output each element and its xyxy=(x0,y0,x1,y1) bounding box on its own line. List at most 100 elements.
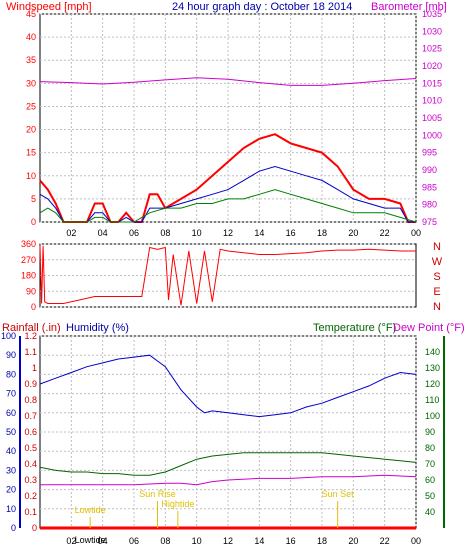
y-tick-label: 40 xyxy=(6,446,16,456)
y2-tick-label: 985 xyxy=(422,182,437,192)
y2-tick-label: 0.9 xyxy=(24,379,37,389)
x-tick-label: 20 xyxy=(348,536,358,546)
y2-tick-label: 1035 xyxy=(422,9,442,19)
y-tick-label: 5 xyxy=(31,194,36,204)
x-tick-label: 08 xyxy=(160,536,170,546)
x-tick-label: 06 xyxy=(129,228,139,238)
event-label: Sun Set xyxy=(322,489,355,499)
y2-tick-label: 0.2 xyxy=(24,491,37,501)
y-tick-label: 180 xyxy=(21,271,36,281)
y-tick-label: 30 xyxy=(26,78,36,88)
y-tick-label: 60 xyxy=(6,408,16,418)
right-tick-label: 60 xyxy=(425,475,435,485)
gust-series xyxy=(39,133,416,223)
x-tick-label: 18 xyxy=(317,228,327,238)
y-tick-label: 0 xyxy=(31,302,36,312)
x-tick-label: 16 xyxy=(286,536,296,546)
y2-tick-label: 1015 xyxy=(422,78,442,88)
y-tick-label: 45 xyxy=(26,9,36,19)
x-tick-label: 02 xyxy=(66,536,76,546)
y2-tick-label: 0.6 xyxy=(24,427,37,437)
right-tick-label: 120 xyxy=(425,379,440,389)
y2-tick-label: 1000 xyxy=(422,130,442,140)
barometer-axis-label: Barometer [mb] xyxy=(371,1,447,13)
y-tick-label: 270 xyxy=(21,255,36,265)
y2-tick-label: 1.2 xyxy=(24,331,37,341)
y-tick-label: 35 xyxy=(26,55,36,65)
y2-tick-label: 1010 xyxy=(422,96,442,106)
y2-tick-label: 1025 xyxy=(422,44,442,54)
y2-tick-label: 0.7 xyxy=(24,411,37,421)
event-label: Sun Rise xyxy=(139,489,176,499)
y2-tick-label: 995 xyxy=(422,148,437,158)
y2-tick-label: 0.4 xyxy=(24,459,37,469)
x-tick-label: 22 xyxy=(380,228,390,238)
humidity-series xyxy=(39,354,417,418)
x-tick-label: 18 xyxy=(317,536,327,546)
x-tick-label: 10 xyxy=(192,536,202,546)
right-tick-label: 100 xyxy=(425,411,440,421)
y2-tick-label: 990 xyxy=(422,165,437,175)
humidity-axis-label: Humidity (%) xyxy=(66,322,129,334)
y-tick-label: 30 xyxy=(6,465,16,475)
compass-label: N xyxy=(433,241,441,253)
temperature-series xyxy=(39,452,417,476)
y2-tick-label: 1 xyxy=(32,363,37,373)
x-tick-label: 02 xyxy=(66,228,76,238)
y2-tick-label: 0 xyxy=(32,523,37,533)
barometer-series xyxy=(39,77,417,86)
humidity-temperature-panel: 0 10 20 30 40 50 60 70 80 90 100 0 0.1 0.2 0.3 0.4 0.5 0.… xyxy=(1,331,445,546)
y2-tick-label: 1005 xyxy=(422,113,442,123)
x-tick-label: 14 xyxy=(254,536,264,546)
y-tick-label: 10 xyxy=(6,504,16,514)
y-tick-label: 15 xyxy=(26,148,36,158)
y2-tick-label: 980 xyxy=(422,200,437,210)
dewpoint-axis-label: Dew Point (°F) xyxy=(393,322,465,334)
y2-tick-label: 0.8 xyxy=(24,395,37,405)
y2-tick-label: 0.3 xyxy=(24,475,37,485)
low-series xyxy=(39,189,417,223)
y-tick-label: 0 xyxy=(31,217,36,227)
right-tick-label: 40 xyxy=(425,507,435,517)
x-tick-label: 04 xyxy=(98,536,108,546)
event-label: Lowtide xyxy=(75,505,106,515)
compass-label: E xyxy=(433,286,440,298)
right-tick-label: 90 xyxy=(425,427,435,437)
x-tick-label: 20 xyxy=(348,228,358,238)
temperature-axis-label: Temperature (°F) xyxy=(313,322,396,334)
compass-label: S xyxy=(433,271,440,283)
wind-barometer-panel: 0510152025303540459759809859909951000100… xyxy=(26,9,442,238)
x-tick-label: 22 xyxy=(380,536,390,546)
x-tick-label: 12 xyxy=(223,228,233,238)
right-tick-label: 50 xyxy=(425,491,435,501)
dewpoint-series xyxy=(40,474,417,486)
right-tick-label: 140 xyxy=(425,347,440,357)
y-tick-label: 70 xyxy=(6,389,16,399)
event-label: Hightide xyxy=(161,499,194,509)
y-tick-label: 0 xyxy=(11,523,16,533)
right-tick-label: 110 xyxy=(425,395,439,405)
y-tick-label: 360 xyxy=(21,239,36,249)
right-tick-label: 70 xyxy=(425,459,435,469)
x-tick-label: 12 xyxy=(223,536,233,546)
y2-tick-label: 0.5 xyxy=(24,443,37,453)
y2-tick-label: 0.1 xyxy=(24,507,37,517)
rainfall-axis-label: Rainfall (.in) xyxy=(2,322,61,334)
y-tick-label: 80 xyxy=(6,369,16,379)
y2-tick-label: 1020 xyxy=(422,61,442,71)
x-tick-label: 10 xyxy=(192,228,202,238)
x-tick-label: 08 xyxy=(160,228,170,238)
y2-tick-label: 975 xyxy=(422,217,437,227)
y2-tick-label: 1030 xyxy=(422,26,442,36)
y-tick-label: 10 xyxy=(26,171,36,181)
y-tick-label: 90 xyxy=(6,350,16,360)
y-tick-label: 40 xyxy=(26,32,36,42)
x-tick-label: 04 xyxy=(98,228,108,238)
direction-series xyxy=(39,245,416,306)
windspeed-axis-label: Windspeed [mph] xyxy=(6,1,92,13)
x-tick-label: 00 xyxy=(411,228,421,238)
y-tick-label: 20 xyxy=(26,125,36,135)
y-tick-label: 25 xyxy=(26,101,36,111)
